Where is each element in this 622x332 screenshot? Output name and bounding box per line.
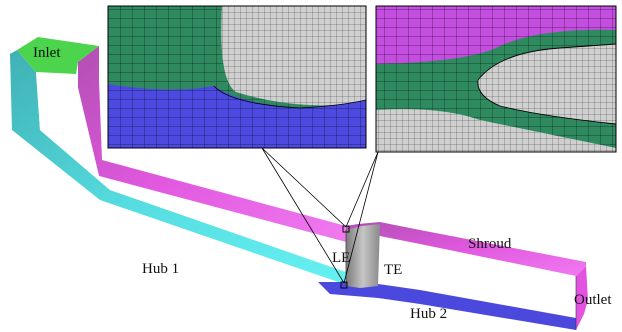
label-outlet: Outlet [574, 292, 612, 308]
inset-le-hub-mesh [108, 6, 366, 148]
leader-line-right-top [345, 151, 379, 228]
hub2-wall [318, 282, 576, 330]
label-shroud: Shroud [468, 236, 512, 252]
inlet-shroud-wall [78, 46, 346, 242]
label-hub1: Hub 1 [142, 261, 179, 277]
shroud-wall [346, 222, 586, 276]
leader-line-right-bottom [343, 151, 379, 284]
leader-line-left-bottom [261, 147, 347, 228]
hub1-side [36, 70, 346, 272]
passage-geometry [10, 37, 588, 330]
outlet-face [576, 266, 588, 330]
hub1-wall [10, 50, 346, 284]
label-hub2: Hub 2 [410, 306, 447, 322]
inlet-face [17, 37, 99, 74]
inset-left-frame [107, 5, 367, 149]
label-inlet: Inlet [33, 45, 61, 61]
label-le: LE [332, 250, 350, 266]
inset-right-frame [375, 5, 617, 153]
label-te: TE [384, 262, 402, 278]
blade [346, 224, 380, 288]
inset-te-shroud-mesh [376, 6, 616, 152]
leader-line-left-top [261, 147, 345, 284]
